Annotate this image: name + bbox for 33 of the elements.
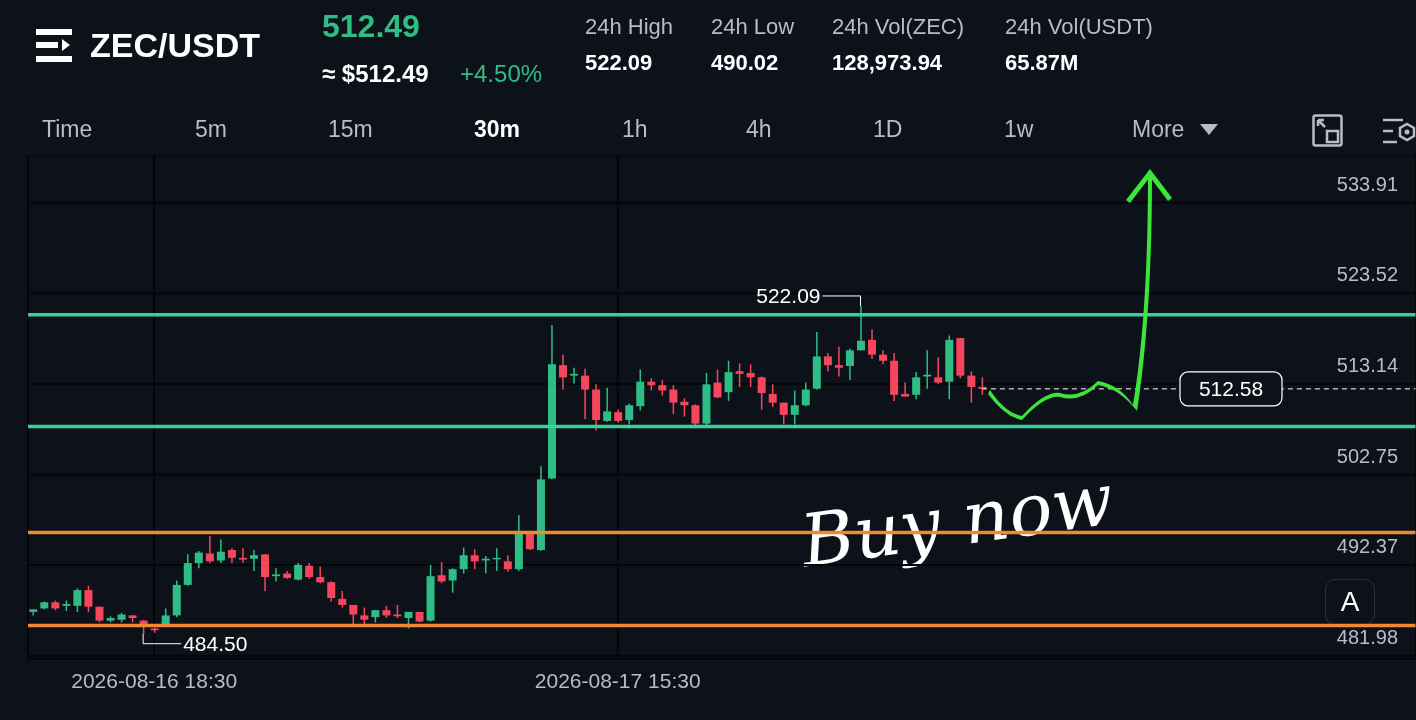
text: 522.09 xyxy=(585,50,653,76)
text: 24h High xyxy=(585,14,674,40)
annotation: 484.50 xyxy=(183,631,248,655)
text: 4h xyxy=(746,116,772,143)
x-tick-label: 2026-08-16 18:30 xyxy=(71,668,238,692)
text: 1h xyxy=(622,116,648,143)
text: 490.02 xyxy=(711,50,779,76)
text: 512.49 xyxy=(322,8,420,45)
y-tick-label: 513.14 xyxy=(1336,353,1398,376)
text: 1D xyxy=(873,116,903,143)
y-tick-label: 533.91 xyxy=(1336,172,1398,195)
y-tick-label: 492.37 xyxy=(1336,535,1398,558)
text: 30m xyxy=(474,116,521,143)
y-tick-label: 481.98 xyxy=(1336,625,1398,648)
text: ≈ $512.49 xyxy=(322,60,429,88)
text: Time xyxy=(42,116,93,143)
text: 128,973.94 xyxy=(832,50,943,76)
text: +4.50% xyxy=(460,60,543,88)
text: 5m xyxy=(195,116,227,143)
text: 1w xyxy=(1004,116,1034,143)
text: 24h Low xyxy=(711,14,795,40)
y-tick-label: 523.52 xyxy=(1336,263,1398,286)
text: More xyxy=(1132,116,1185,143)
x-tick-label: 2026-08-17 15:30 xyxy=(534,668,701,692)
chart-title: ZEC/USDT xyxy=(90,26,260,65)
text: 24h Vol(USDT) xyxy=(1005,14,1153,40)
y-tick-label: 502.75 xyxy=(1336,444,1398,467)
text: 65.87M xyxy=(1005,50,1079,76)
ref-line-label: 512.58 xyxy=(1198,376,1264,400)
annotation: A xyxy=(1325,579,1375,625)
annotation: 522.09 xyxy=(756,283,821,307)
text: 15m xyxy=(328,116,373,143)
text: 24h Vol(ZEC) xyxy=(832,14,965,40)
